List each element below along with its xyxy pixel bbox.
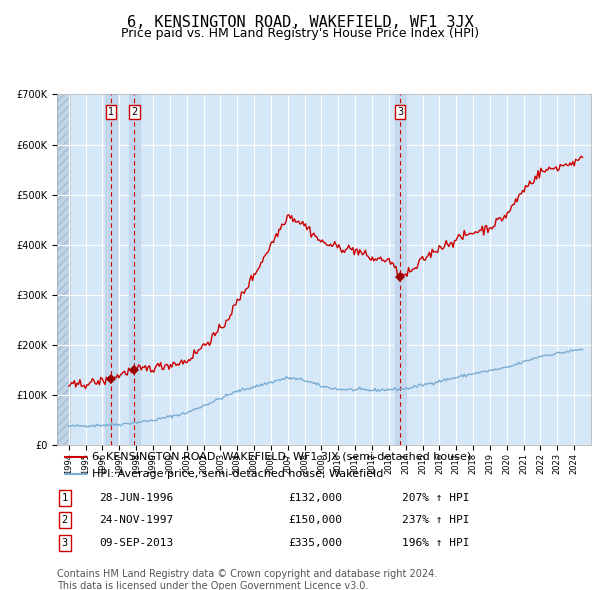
Text: £132,000: £132,000 <box>288 493 342 503</box>
Text: HPI: Average price, semi-detached house, Wakefield: HPI: Average price, semi-detached house,… <box>92 468 383 478</box>
Text: 1: 1 <box>107 107 114 117</box>
Text: 6, KENSINGTON ROAD, WAKEFIELD, WF1 3JX: 6, KENSINGTON ROAD, WAKEFIELD, WF1 3JX <box>127 15 473 30</box>
Bar <box>128 94 140 445</box>
Text: This data is licensed under the Open Government Licence v3.0.: This data is licensed under the Open Gov… <box>57 581 368 590</box>
Text: 28-JUN-1996: 28-JUN-1996 <box>99 493 173 503</box>
Text: 3: 3 <box>397 107 404 117</box>
Text: 3: 3 <box>62 538 68 548</box>
Text: 2: 2 <box>131 107 137 117</box>
Text: 24-NOV-1997: 24-NOV-1997 <box>99 516 173 525</box>
Bar <box>105 94 116 445</box>
Bar <box>57 94 71 445</box>
Text: 1: 1 <box>62 493 68 503</box>
Bar <box>395 94 406 445</box>
Text: 196% ↑ HPI: 196% ↑ HPI <box>402 538 470 548</box>
Text: Price paid vs. HM Land Registry's House Price Index (HPI): Price paid vs. HM Land Registry's House … <box>121 27 479 40</box>
Text: 2: 2 <box>62 516 68 525</box>
Text: 207% ↑ HPI: 207% ↑ HPI <box>402 493 470 503</box>
Text: Contains HM Land Registry data © Crown copyright and database right 2024.: Contains HM Land Registry data © Crown c… <box>57 569 437 579</box>
Text: £335,000: £335,000 <box>288 538 342 548</box>
Text: 09-SEP-2013: 09-SEP-2013 <box>99 538 173 548</box>
Text: 6, KENSINGTON ROAD, WAKEFIELD, WF1 3JX (semi-detached house): 6, KENSINGTON ROAD, WAKEFIELD, WF1 3JX (… <box>92 453 471 463</box>
Text: 237% ↑ HPI: 237% ↑ HPI <box>402 516 470 525</box>
Text: £150,000: £150,000 <box>288 516 342 525</box>
